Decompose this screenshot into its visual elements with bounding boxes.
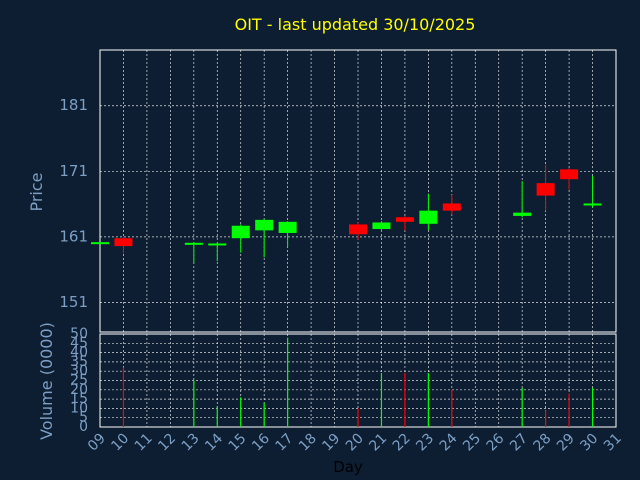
price-tick-label: 181 [59,96,88,114]
volume-tick-label: 50 [70,326,88,342]
price-tick-label: 151 [59,293,88,311]
volume-tick-label: 25 [70,373,88,389]
price-tick-label: 171 [59,162,88,180]
candle-body [91,242,109,245]
candle-body [208,243,227,246]
candle-body [184,242,203,245]
candle-body [278,221,297,233]
volume-tick-label: 40 [70,345,88,361]
candle-body [583,203,602,206]
volume-tick-label: 10 [70,400,88,416]
candle-body [442,203,461,211]
volume-tick-label: 30 [70,363,88,379]
candle-body [349,224,367,235]
candle-body [513,212,532,216]
price-axis-label: Price [27,172,46,211]
candle-body [560,169,579,180]
volume-tick-label: 20 [70,382,88,398]
volume-tick-label: 0 [79,419,88,435]
x-axis: 09 10 11 12 13 14 15 16 17 18 19 20 21 22 23 24 25 26 27 28… [85,430,625,454]
candle-body [114,238,133,247]
chart-title: OIT - last updated 30/10/2025 [235,15,476,34]
x-axis-label: Day [333,458,363,476]
volume-tick-label: 45 [70,335,88,351]
volume-tick-label: 5 [79,410,88,426]
price-tick-label: 161 [59,227,88,245]
candle-body [536,183,555,196]
candle-body [395,217,414,222]
price-panel: 181 171 161 151 [59,49,617,333]
candle-body [231,225,250,239]
candle-body [419,210,438,224]
volume-axis-label: Volume (0000) [37,322,56,440]
volume-tick-label: 35 [70,354,88,370]
price-frame [99,49,617,333]
volume-tick-label: 15 [70,391,88,407]
candle-body [372,222,391,230]
candle-body [255,219,274,231]
